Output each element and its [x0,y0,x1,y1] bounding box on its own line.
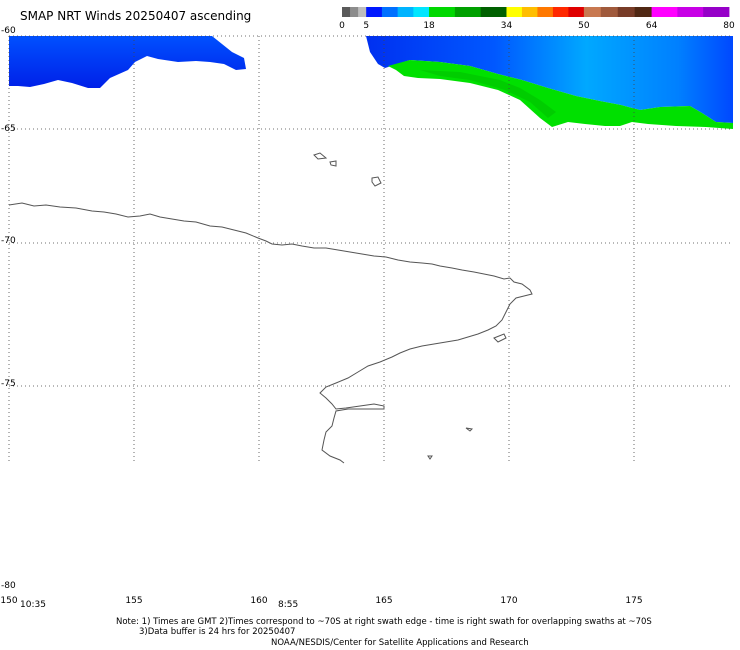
colorbar-swatch-5-0 [651,7,678,17]
wind-swath-left [9,36,246,88]
lon-label-170: 170 [500,596,518,606]
colorbar-swatch-3-2 [537,7,554,17]
colorbar-swatch-3-0 [506,7,523,17]
lon-label-165: 165 [375,596,393,606]
coastline [8,152,533,464]
colorbar-swatch-1-2 [397,7,414,17]
colorbar-swatch-0-0 [342,7,351,17]
wind-swath-green-dark [420,70,556,118]
colorbar-swatch-4-1 [600,7,619,17]
lat-label-75: -75 [1,379,16,389]
colorbar-swatch-3-3 [552,7,569,17]
colorbar-swatch-3-4 [568,7,585,17]
colorbar-tick-64: 64 [645,21,658,31]
colorbar-swatch-4-3 [634,7,652,17]
lat-label-65: -65 [1,124,16,134]
map-title: SMAP NRT Winds 20250407 ascending [20,9,252,23]
colorbar-swatch-1-1 [381,7,399,17]
colorbar-swatch-2-2 [480,7,507,17]
wind-swath-right [366,36,733,123]
map-grid [8,35,733,464]
lat-label-80: -80 [1,581,16,591]
note-line-3: NOAA/NESDIS/Center for Satellite Applica… [271,638,529,648]
lon-label-150: 150 [0,596,18,606]
lat-label-60: -60 [1,26,16,36]
lon-label-175: 175 [625,596,643,606]
lat-label-70: -70 [1,236,16,246]
colorbar-tick-0: 0 [339,21,345,31]
colorbar-tick-50: 50 [578,21,590,31]
colorbar-swatch-0-2 [358,7,367,17]
colorbar-tick-80: 80 [723,21,735,31]
colorbar-swatch-5-1 [677,7,704,17]
colorbar-swatch-2-0 [429,7,456,17]
colorbar-swatch-2-1 [454,7,482,17]
colorbar-tick-5: 5 [363,21,370,31]
colorbar-swatch-5-2 [703,7,730,17]
colorbar-swatch-4-2 [617,7,636,17]
colorbar-swatch-1-0 [366,7,383,17]
note-line-2: 3)Data buffer is 24 hrs for 20250407 [139,627,296,637]
colorbar-tick-34: 34 [500,21,513,31]
colorbar-swatch-3-1 [521,7,538,17]
colorbar-swatch-1-3 [413,7,430,17]
note-line-1: Note: 1) Times are GMT 2)Times correspon… [116,617,652,627]
colorbar-tick-18: 18 [423,21,435,31]
swath-time-left: 10:35 [20,600,46,610]
colorbar-swatch-0-1 [350,7,359,17]
colorbar [342,7,730,17]
lon-label-155: 155 [125,596,143,606]
lon-label-160: 160 [250,596,268,606]
colorbar-swatch-4-0 [583,7,602,17]
swath-time-middle: 8:55 [278,600,299,610]
